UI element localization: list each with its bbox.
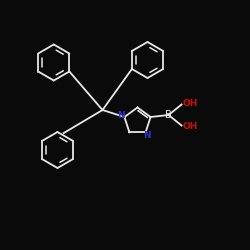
Text: OH: OH xyxy=(183,122,198,131)
Text: N: N xyxy=(117,111,125,120)
Text: B: B xyxy=(166,110,172,120)
Text: OH: OH xyxy=(183,99,198,108)
Text: N: N xyxy=(143,131,151,140)
